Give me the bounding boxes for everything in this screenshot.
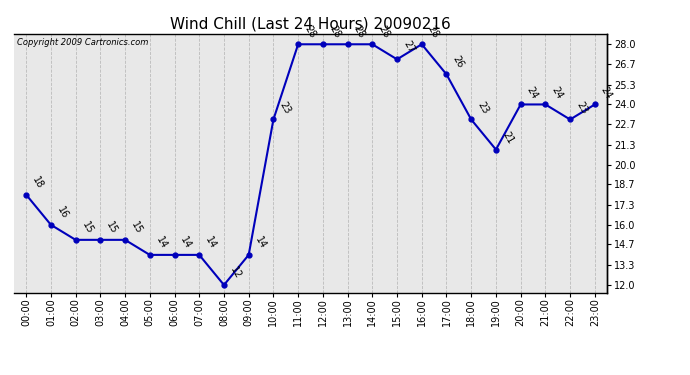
Text: 21: 21 xyxy=(500,130,515,146)
Text: 28: 28 xyxy=(377,24,391,40)
Text: 16: 16 xyxy=(55,205,70,220)
Text: 28: 28 xyxy=(327,24,342,40)
Text: 14: 14 xyxy=(179,235,193,251)
Text: 27: 27 xyxy=(401,39,416,55)
Text: 15: 15 xyxy=(129,220,144,236)
Text: 28: 28 xyxy=(426,24,441,40)
Text: 14: 14 xyxy=(204,235,218,251)
Text: 24: 24 xyxy=(549,85,564,100)
Title: Wind Chill (Last 24 Hours) 20090216: Wind Chill (Last 24 Hours) 20090216 xyxy=(170,16,451,31)
Text: 23: 23 xyxy=(574,100,589,116)
Text: 24: 24 xyxy=(599,85,614,100)
Text: 28: 28 xyxy=(302,24,317,40)
Text: 18: 18 xyxy=(30,175,45,190)
Text: 23: 23 xyxy=(277,100,293,116)
Text: 28: 28 xyxy=(352,24,366,40)
Text: 23: 23 xyxy=(475,100,490,116)
Text: 14: 14 xyxy=(154,235,169,251)
Text: 26: 26 xyxy=(451,54,466,70)
Text: 15: 15 xyxy=(80,220,95,236)
Text: 24: 24 xyxy=(525,85,540,100)
Text: Copyright 2009 Cartronics.com: Copyright 2009 Cartronics.com xyxy=(17,38,148,46)
Text: 12: 12 xyxy=(228,265,243,281)
Text: 14: 14 xyxy=(253,235,268,251)
Text: 15: 15 xyxy=(104,220,119,236)
